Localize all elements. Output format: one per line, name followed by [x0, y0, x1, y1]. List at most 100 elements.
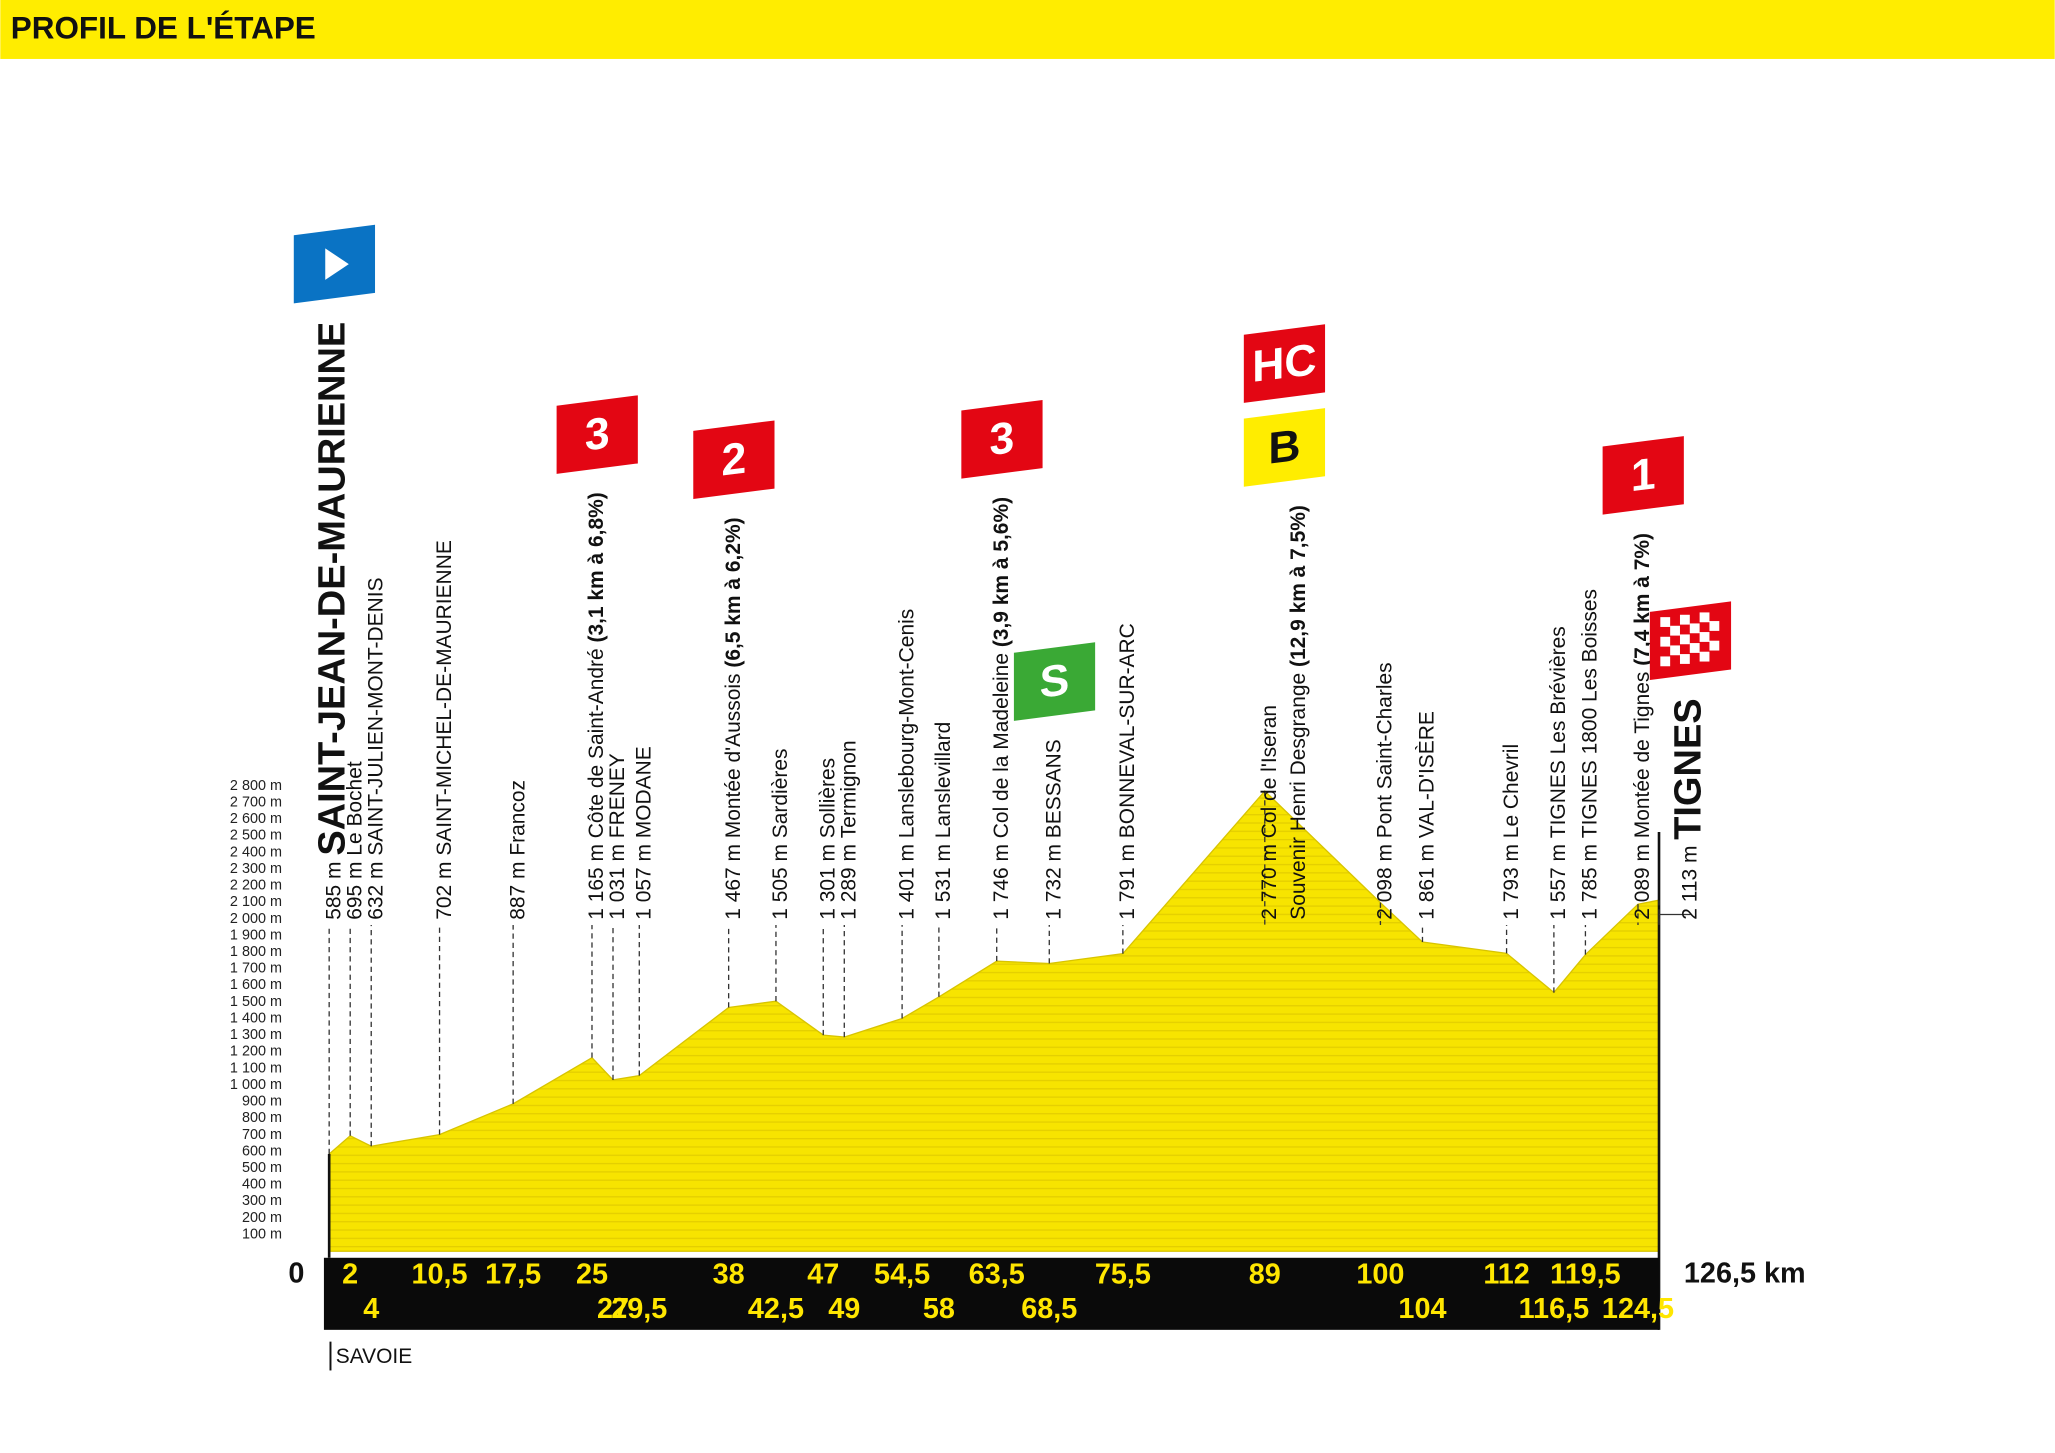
- waypoint-connector: [1658, 913, 1691, 925]
- waypoint-altitude: 1 401 m: [895, 844, 918, 920]
- waypoint-label: 1 031 m FRENEY: [606, 753, 629, 920]
- waypoint-label: 1 793 m Le Chevril: [1499, 744, 1522, 920]
- climb-category-badge: [693, 420, 775, 500]
- waypoint-name: TIGNES Les Brévières: [1547, 626, 1570, 838]
- waypoint-name: Francoz: [506, 780, 529, 856]
- y-tick-label: 2 300 m: [230, 861, 282, 877]
- y-tick-label: 700 m: [242, 1127, 282, 1143]
- waypoint-label: 2 770 m Col de l'Iseran: [1258, 705, 1281, 920]
- waypoint-name: Sollières: [816, 758, 839, 838]
- waypoint-label: 1 301 m Sollières: [816, 758, 839, 920]
- waypoint-name: SAINT-JEAN-DE-MAURIENNE: [311, 322, 353, 856]
- finish-check: [1660, 656, 1671, 667]
- y-tick-label: 1 300 m: [230, 1027, 282, 1043]
- y-tick-label: 600 m: [242, 1143, 282, 1159]
- waypoint-label: 695 m Le Bochet: [343, 761, 366, 920]
- waypoint-label: 1 746 m Col de la Madeleine (3,9 km à 5,…: [989, 497, 1012, 920]
- waypoint-altitude: 1 557 m: [1547, 844, 1570, 920]
- x-tick-label: 17,5: [485, 1259, 541, 1291]
- waypoint-label: 1 401 m Lanslebourg-Mont-Cenis: [895, 609, 918, 920]
- x-tick-label: 49: [828, 1293, 860, 1325]
- sprint-label: S: [1040, 655, 1070, 707]
- distance-band: [323, 1257, 1660, 1330]
- y-tick-label: 2 100 m: [230, 894, 282, 910]
- footer-region: SAVOIE: [336, 1345, 412, 1368]
- waypoint-label: 585 m SAINT-JEAN-DE-MAURIENNE: [311, 322, 353, 920]
- x-tick-label: 27: [597, 1293, 629, 1325]
- waypoint-label: 1 557 m TIGNES Les Brévières: [1547, 626, 1570, 919]
- page-title: PROFIL DE L'ÉTAPE: [11, 10, 316, 45]
- waypoint-altitude: 1 861 m: [1415, 844, 1438, 920]
- waypoint-label: 887 m Francoz: [506, 780, 529, 920]
- waypoint-altitude: 695 m: [343, 862, 366, 920]
- finish-check: [1689, 623, 1700, 634]
- x-tick-label: 63,5: [969, 1259, 1025, 1291]
- waypoint-altitude: 1 467 m: [721, 844, 744, 920]
- waypoint-altitude: 632 m: [364, 862, 387, 920]
- waypoint-altitude: 1 057 m: [632, 844, 655, 920]
- y-tick-label: 2 800 m: [230, 778, 282, 794]
- finish-check: [1699, 651, 1710, 662]
- x-tick-label: 38: [713, 1259, 745, 1291]
- finish-check: [1679, 634, 1690, 645]
- waypoint-name: TIGNES: [1667, 698, 1709, 839]
- finish-check: [1660, 636, 1671, 647]
- waypoint-label: 1 057 m MODANE: [632, 746, 655, 920]
- climb-detail: (3,1 km à 6,8%): [585, 492, 608, 642]
- waypoint-label: 702 m SAINT-MICHEL-DE-MAURIENNE: [432, 540, 455, 920]
- waypoint-altitude: 1 793 m: [1499, 844, 1522, 920]
- finish-check: [1679, 614, 1690, 625]
- climb-category-badge: [1602, 436, 1684, 515]
- start-arrow: [325, 248, 349, 280]
- waypoint-name: Sardières: [769, 749, 792, 839]
- y-tick-label: 300 m: [242, 1193, 282, 1209]
- x-tick-label: 100: [1356, 1259, 1404, 1291]
- y-tick-label: 2 400 m: [230, 844, 282, 860]
- y-tick-label: 200 m: [242, 1210, 282, 1226]
- x-tick-label: 104: [1398, 1293, 1446, 1325]
- waypoint-label: 2 098 m Pont Saint-Charles: [1373, 662, 1396, 919]
- x-tick-label: 124,5: [1602, 1293, 1674, 1325]
- y-tick-label: 2 700 m: [230, 794, 282, 810]
- waypoint-altitude: 2 113 m: [1678, 846, 1701, 920]
- finish-check: [1660, 617, 1671, 627]
- finish-check: [1699, 612, 1710, 623]
- y-tick-label: 2 500 m: [230, 828, 282, 844]
- climb-category-badge: [961, 399, 1043, 479]
- y-tick-label: 900 m: [242, 1094, 282, 1110]
- waypoint-name: BESSANS: [1042, 739, 1065, 838]
- finish-check: [1709, 640, 1720, 651]
- climb-category-label: 3: [585, 409, 610, 461]
- waypoint-altitude: 1 531 m: [932, 844, 955, 920]
- waypoint-name: FRENEY: [606, 753, 629, 838]
- finish-check: [1689, 643, 1700, 653]
- finish-check: [1670, 645, 1680, 656]
- waypoint-altitude: 1 505 m: [769, 844, 792, 920]
- x-tick-label: 112: [1483, 1259, 1529, 1291]
- y-tick-label: 1 900 m: [230, 927, 282, 943]
- finish-check: [1679, 654, 1690, 664]
- waypoint-name: Termignon: [837, 740, 860, 838]
- y-tick-label: 1 500 m: [230, 994, 282, 1010]
- x-tick-label: 68,5: [1021, 1293, 1077, 1325]
- waypoint-label: 1 861 m VAL-D'ISÈRE: [1415, 711, 1438, 920]
- sprint-badge: [1013, 642, 1096, 721]
- x-tick-label: 126,5 km: [1684, 1257, 1806, 1289]
- waypoint-name: SAINT-JULIEN-MONT-DENIS: [364, 577, 387, 855]
- y-tick-label: 2 600 m: [230, 811, 282, 827]
- y-tick-label: 500 m: [242, 1160, 282, 1176]
- waypoint-label: 1 732 m BESSANS: [1042, 739, 1065, 920]
- waypoint-altitude: 2 098 m: [1373, 844, 1396, 920]
- climb-category-label: 1: [1631, 449, 1656, 501]
- waypoint-name: Montée d'Aussois: [721, 673, 744, 838]
- y-tick-label: 1 400 m: [230, 1010, 282, 1026]
- x-tick-label: 47: [807, 1259, 839, 1291]
- waypoint-label-line2: Souvenir Henri Desgrange (12,9 km à 7,5%…: [1286, 505, 1309, 920]
- y-tick-label: 1 600 m: [230, 977, 282, 993]
- waypoint-name: Col de l'Iseran: [1258, 705, 1281, 838]
- waypoint-name: VAL-D'ISÈRE: [1415, 711, 1438, 838]
- x-tick-label: 25: [576, 1259, 608, 1291]
- x-tick-label: 29,5: [611, 1293, 667, 1325]
